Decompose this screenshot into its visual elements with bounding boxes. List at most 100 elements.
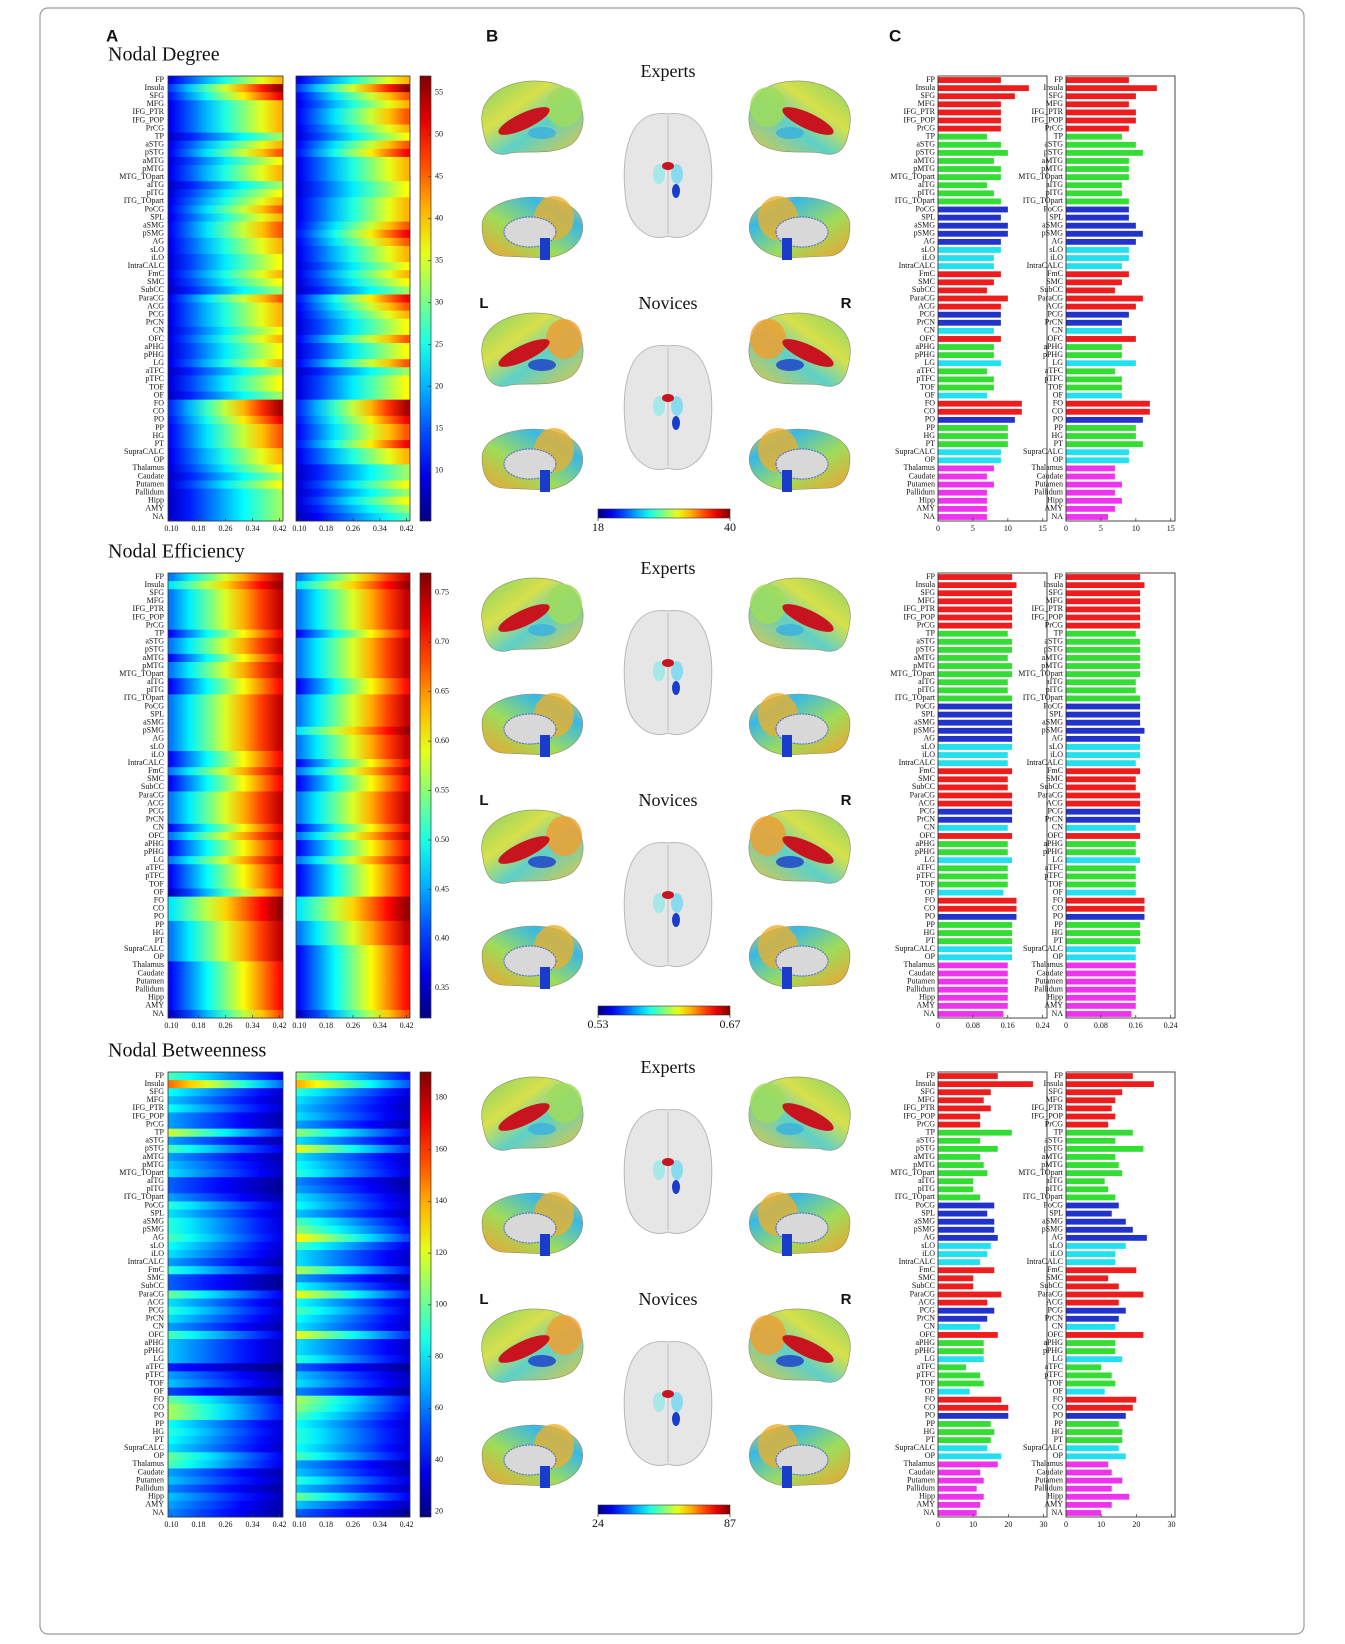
x-tick-label: 0.42 <box>273 1021 287 1030</box>
bar <box>1066 1332 1143 1338</box>
bar <box>1066 263 1122 269</box>
bar <box>938 465 994 471</box>
bar <box>1066 1073 1133 1079</box>
bar <box>1066 320 1122 326</box>
bar <box>1066 1445 1119 1451</box>
region-patch <box>776 624 804 636</box>
heatmap-row <box>168 1210 283 1218</box>
heatmap-row <box>168 1379 283 1387</box>
bar <box>938 574 1012 580</box>
bar <box>1066 671 1140 677</box>
bar <box>1066 1486 1112 1492</box>
heatmap-row <box>296 416 410 424</box>
bar <box>938 687 1008 693</box>
bar <box>938 598 1012 604</box>
heatmap-row <box>296 775 410 783</box>
bar <box>1066 1324 1115 1330</box>
bar <box>1066 85 1157 91</box>
bar <box>938 1292 1001 1298</box>
heatmap-row <box>296 654 410 662</box>
heatmap-row <box>168 1112 283 1120</box>
bar <box>938 671 1012 677</box>
colorbar-tick-label: 0.45 <box>435 884 449 893</box>
heatmap-row <box>296 1096 410 1104</box>
heatmap-row <box>296 440 410 448</box>
x-tick-label: 0.26 <box>346 524 360 533</box>
heatmap-row <box>168 165 283 173</box>
brain-lateral <box>749 810 851 883</box>
heatmap-row <box>168 1234 283 1242</box>
bar <box>938 1089 991 1095</box>
region-patch <box>782 238 792 260</box>
bar <box>938 1211 987 1217</box>
bar <box>1066 695 1140 701</box>
heatmap-row <box>296 1315 410 1323</box>
heatmap-row <box>168 108 283 116</box>
bar <box>1066 215 1129 221</box>
bar <box>1066 1003 1136 1009</box>
x-tick-label: 10 <box>1132 524 1140 533</box>
bar <box>1066 150 1143 156</box>
heatmap-row <box>168 808 283 816</box>
region-label: NA <box>1051 1508 1063 1517</box>
heatmap-row <box>168 286 283 294</box>
bar <box>938 801 1012 807</box>
colorbar-tick-label: 30 <box>435 298 443 307</box>
bar <box>1066 979 1136 985</box>
bar <box>1066 1510 1101 1516</box>
colorbar <box>598 1006 730 1015</box>
heatmap-row <box>296 359 410 367</box>
heatmap-row <box>168 100 283 108</box>
heatmap-row <box>296 432 410 440</box>
heatmap-row <box>296 1460 410 1468</box>
x-tick-label: 0.42 <box>400 1021 414 1030</box>
bar <box>1066 1081 1154 1087</box>
bar <box>1066 752 1140 758</box>
bar <box>1066 385 1122 391</box>
heatmap-row <box>168 1412 283 1420</box>
brain-medial <box>482 1424 583 1488</box>
heatmap-row <box>296 246 410 254</box>
bar <box>1066 474 1115 480</box>
bar <box>938 590 1012 596</box>
heatmap-row <box>296 1331 410 1339</box>
heatmap-row <box>168 1477 283 1485</box>
bar <box>1066 1146 1143 1152</box>
heatmap-row <box>168 613 283 621</box>
bar <box>938 1011 1003 1017</box>
bar <box>938 744 1012 750</box>
heatmap-row <box>296 945 410 953</box>
heatmap-row <box>168 1485 283 1493</box>
x-tick-label: 0 <box>936 1021 940 1030</box>
bar <box>938 215 1001 221</box>
heatmap-row <box>296 157 410 165</box>
bar <box>938 1283 973 1289</box>
heatmap-row <box>296 270 410 278</box>
colorbar-tick-label: 0.40 <box>435 934 449 943</box>
heatmap-row <box>296 791 410 799</box>
heatmap-row <box>296 311 410 319</box>
brain-medial <box>749 693 850 757</box>
heatmap-row <box>168 783 283 791</box>
bar <box>1066 239 1136 245</box>
bar <box>1066 449 1129 455</box>
bar <box>1066 1502 1112 1508</box>
bar <box>938 1421 991 1427</box>
heatmap-row <box>168 1290 283 1298</box>
brain-medial <box>749 1192 850 1256</box>
heatmap-row <box>296 1169 410 1177</box>
bar <box>938 1340 984 1346</box>
bar <box>938 752 1008 758</box>
bar <box>938 1122 980 1128</box>
bar <box>1066 287 1115 293</box>
bar <box>938 207 1008 213</box>
bar <box>938 239 1001 245</box>
heatmap-row <box>168 489 283 497</box>
heatmap-row <box>296 1477 410 1485</box>
heatmap-row <box>296 864 410 872</box>
bar <box>1066 987 1136 993</box>
region-patch <box>546 1315 582 1355</box>
heatmap-row <box>296 100 410 108</box>
bar <box>1066 1267 1136 1273</box>
bar <box>1066 109 1136 115</box>
